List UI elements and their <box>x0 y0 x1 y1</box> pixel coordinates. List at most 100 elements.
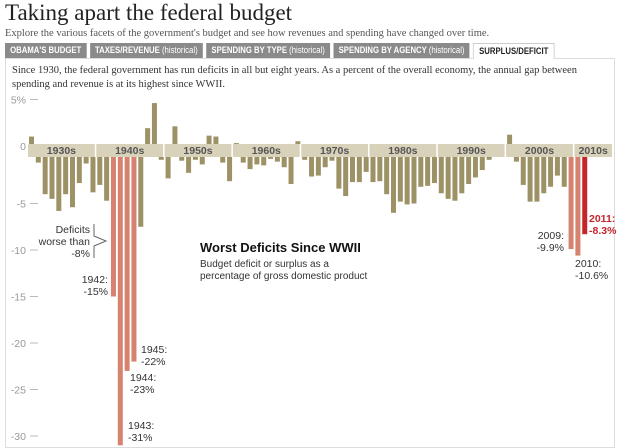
bar-1979 <box>363 157 369 172</box>
bar-1997 <box>486 157 492 160</box>
label-1942: 1942: -15% <box>60 274 108 298</box>
tab-suffix: (historical) <box>161 45 198 55</box>
bar-1952 <box>179 157 185 161</box>
y-tick-label: 0 <box>20 141 26 153</box>
threshold-label: Deficits worse than -8% <box>30 224 90 260</box>
bar-1990 <box>438 157 444 194</box>
bar-1972 <box>315 157 321 176</box>
bar-1970 <box>302 157 308 160</box>
bar-1964 <box>261 157 267 166</box>
decade-label: 2000s <box>525 145 554 157</box>
bar-1969 <box>295 141 301 144</box>
bar-1974 <box>329 157 335 161</box>
bar-1955 <box>199 157 205 165</box>
bar-1931 <box>35 157 41 163</box>
bar-1940 <box>97 157 103 185</box>
decade-label: 1970s <box>320 145 349 157</box>
label-line: 2011: <box>589 213 616 225</box>
y-tick-label: -20 <box>11 338 26 350</box>
bar-1937 <box>76 157 82 184</box>
tab-taxes-revenue[interactable]: TAXES/REVENUE (historical) <box>89 43 203 58</box>
bar-1987 <box>418 157 424 187</box>
bar-2004 <box>534 157 540 202</box>
bar-1982 <box>384 157 390 195</box>
page-subtitle: Explore the various facets of the govern… <box>5 28 490 39</box>
bar-1938 <box>83 157 89 164</box>
tab-spending-by-agency[interactable]: SPENDING BY AGENCY (historical) <box>333 43 470 58</box>
decade-band <box>301 144 368 157</box>
bar-2002 <box>520 157 526 185</box>
y-tick-label: -25 <box>11 385 26 397</box>
bar-1959 <box>227 157 233 182</box>
bar-1977 <box>350 157 356 183</box>
bar-1932 <box>42 157 48 195</box>
decade-label: 1990s <box>457 145 486 157</box>
label-line: -9.9% <box>536 242 564 254</box>
bar-1983 <box>390 157 396 213</box>
bar-1978 <box>356 157 362 183</box>
bar-1961 <box>240 157 246 163</box>
decade-band <box>437 144 505 157</box>
tab-label: SPENDING BY AGENCY <box>338 45 427 55</box>
bar-1948 <box>151 103 157 144</box>
tab-suffix: (historical) <box>428 45 465 55</box>
decade-band <box>369 144 437 157</box>
label-2011: 2011: -8.3% <box>589 213 616 237</box>
decade-label: 1940s <box>115 145 144 157</box>
label-line: -22% <box>141 356 166 368</box>
bar-2011 <box>582 157 588 235</box>
label-line: -31% <box>128 432 153 444</box>
label-line: -8.3% <box>589 225 617 237</box>
decade-band <box>96 144 164 157</box>
bar-1957 <box>213 136 219 144</box>
chart-subtitle: Budget deficit or surplus as a percentag… <box>200 259 368 282</box>
tab-spending-by-type[interactable]: SPENDING BY TYPE (historical) <box>206 43 331 58</box>
bar-1996 <box>479 157 485 171</box>
tab-obamas-budget[interactable]: OBAMA'S BUDGET <box>5 43 87 58</box>
bar-2000 <box>507 134 513 144</box>
threshold-label-line: Deficits <box>55 224 90 236</box>
threshold-label-line: worse than <box>38 236 90 248</box>
bar-1951 <box>172 126 178 144</box>
y-tick-label: 5% <box>11 95 26 107</box>
label-2009: 2009: -9.9% <box>520 230 564 254</box>
bar-1935 <box>63 157 69 195</box>
label-line: -10.6% <box>575 270 609 282</box>
threshold-bracket <box>93 224 108 258</box>
bar-1985 <box>404 157 410 205</box>
intro-text: Since 1930, the federal government has r… <box>12 65 577 90</box>
label-2010: 2010: -10.6% <box>575 258 608 282</box>
label-1943: 1943: -31% <box>128 420 154 444</box>
label-1944: 1944: -23% <box>130 372 156 396</box>
decade-label: 1980s <box>388 145 417 157</box>
bar-1967 <box>281 157 287 168</box>
bar-1934 <box>56 157 62 211</box>
bar-1991 <box>445 157 451 199</box>
bar-1947 <box>145 128 151 144</box>
label-line: 1945: <box>141 344 168 356</box>
bar-1986 <box>411 157 417 204</box>
label-line: 1942: <box>81 274 108 286</box>
bar-2005 <box>541 157 547 194</box>
bar-1941 <box>104 157 110 201</box>
decade-band <box>232 144 300 157</box>
label-line: -15% <box>83 286 108 298</box>
bar-1944 <box>124 157 130 371</box>
decade-label: 1930s <box>47 145 76 157</box>
bar-1945 <box>131 157 137 362</box>
tab-surplus-deficit[interactable]: SURPLUS/DEFICIT <box>473 43 555 59</box>
bar-1939 <box>90 157 96 193</box>
tab-label: SPENDING BY TYPE <box>211 45 287 55</box>
bar-2007 <box>554 157 560 176</box>
bar-1965 <box>268 157 274 159</box>
bar-1966 <box>274 157 280 162</box>
label-line: -23% <box>130 384 155 396</box>
bar-1989 <box>431 157 437 184</box>
bar-1968 <box>288 157 294 184</box>
label-line: 2010: <box>575 258 602 270</box>
bar-1994 <box>466 157 472 184</box>
y-tick-label: -5 <box>17 199 26 211</box>
bar-1981 <box>377 157 383 182</box>
bar-1942 <box>110 157 116 297</box>
